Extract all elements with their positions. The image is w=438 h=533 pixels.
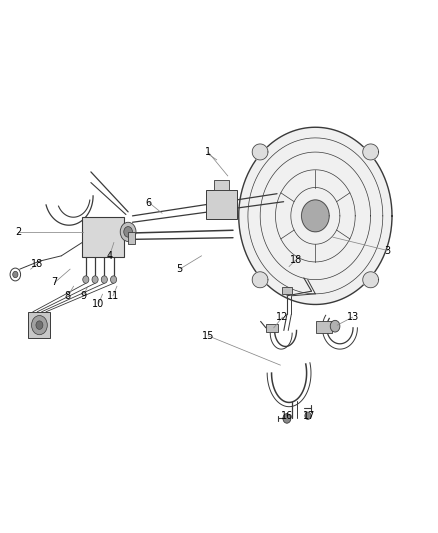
Circle shape [330, 320, 340, 332]
Polygon shape [213, 180, 229, 190]
Text: 4: 4 [106, 251, 113, 261]
Polygon shape [266, 324, 278, 332]
Circle shape [110, 276, 117, 284]
Circle shape [101, 276, 107, 284]
Circle shape [92, 276, 98, 284]
Text: 8: 8 [65, 291, 71, 301]
Text: 3: 3 [385, 246, 391, 255]
Circle shape [83, 276, 89, 284]
Text: 18: 18 [31, 259, 43, 269]
Polygon shape [363, 272, 378, 288]
Text: 5: 5 [177, 264, 183, 274]
Text: 1: 1 [205, 147, 211, 157]
Text: 15: 15 [202, 331, 214, 341]
Circle shape [120, 222, 136, 241]
Text: 12: 12 [276, 312, 289, 322]
Polygon shape [252, 272, 268, 288]
Bar [316, 321, 332, 333]
Polygon shape [206, 190, 237, 220]
Polygon shape [302, 200, 329, 232]
Circle shape [124, 227, 132, 237]
Polygon shape [363, 144, 378, 160]
Bar [82, 217, 124, 257]
Text: 6: 6 [146, 198, 152, 207]
Circle shape [10, 268, 21, 281]
Text: 9: 9 [80, 291, 86, 301]
Circle shape [32, 316, 47, 335]
Polygon shape [239, 127, 392, 304]
Text: 18: 18 [290, 255, 302, 265]
Text: 2: 2 [15, 227, 21, 237]
Polygon shape [28, 312, 50, 338]
Circle shape [13, 271, 18, 278]
Text: 17: 17 [303, 411, 315, 421]
Polygon shape [252, 144, 268, 160]
Text: 13: 13 [346, 312, 359, 322]
Text: 10: 10 [92, 299, 105, 309]
Text: 16: 16 [281, 411, 293, 421]
Bar [128, 232, 134, 244]
Bar [282, 287, 292, 294]
Circle shape [36, 321, 43, 329]
Circle shape [283, 414, 291, 423]
Circle shape [305, 412, 311, 419]
Text: 11: 11 [107, 291, 119, 301]
Text: 7: 7 [52, 278, 58, 287]
